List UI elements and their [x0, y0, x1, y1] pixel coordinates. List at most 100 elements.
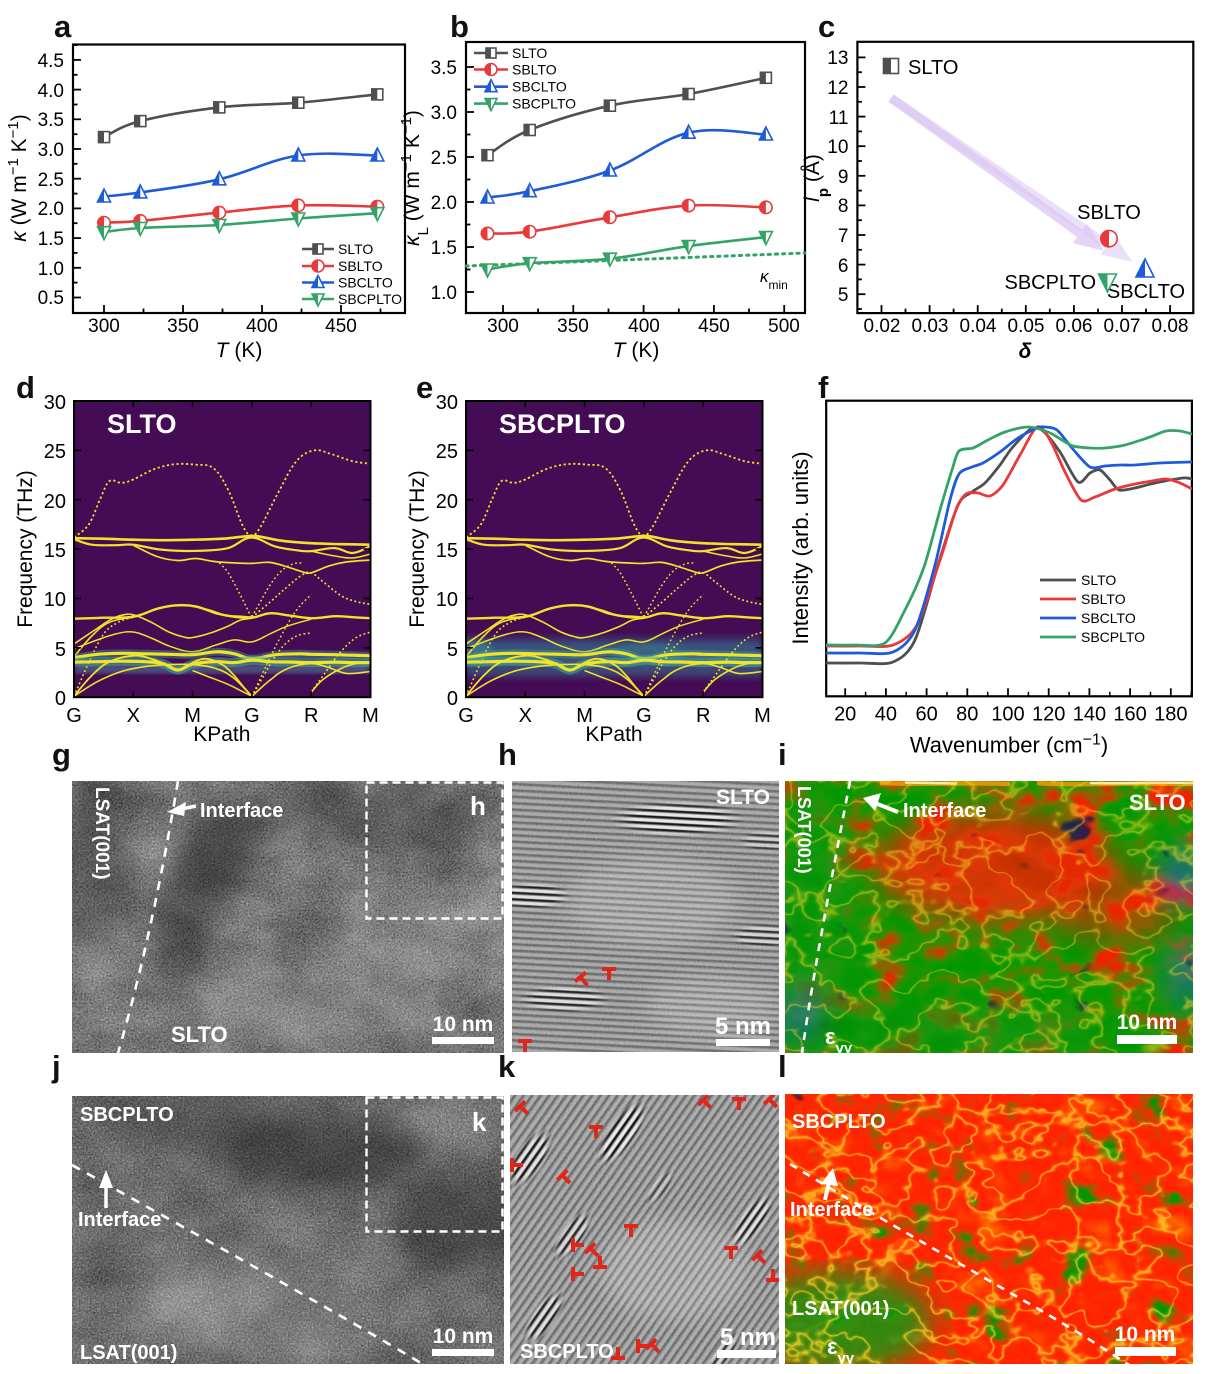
svg-text:30: 30 — [436, 392, 458, 414]
svg-text:T (K): T (K) — [216, 339, 263, 362]
svg-text:120: 120 — [1032, 703, 1065, 725]
svg-text:SBCPLTO: SBCPLTO — [512, 96, 576, 112]
svg-text:Frequency (THz): Frequency (THz) — [406, 470, 429, 628]
svg-text:X: X — [127, 705, 140, 727]
svg-text:SBLTO: SBLTO — [1081, 591, 1126, 607]
svg-text:3.5: 3.5 — [431, 58, 457, 79]
svg-text:X: X — [519, 705, 532, 727]
svg-text:6: 6 — [838, 256, 849, 277]
svg-text:400: 400 — [246, 316, 278, 337]
svg-text:3.5: 3.5 — [38, 110, 64, 131]
svg-text:SLTO: SLTO — [512, 45, 547, 61]
svg-text:1.0: 1.0 — [38, 259, 64, 280]
svg-text:SLTO: SLTO — [716, 786, 770, 809]
svg-text:25: 25 — [436, 441, 458, 463]
svg-text:13: 13 — [827, 48, 848, 69]
svg-text:Interface: Interface — [790, 1199, 873, 1221]
svg-text:0.02: 0.02 — [864, 316, 901, 337]
svg-text:1.0: 1.0 — [431, 283, 457, 304]
svg-text:SBCPLTO: SBCPLTO — [1004, 272, 1096, 294]
svg-text:SBCLTO: SBCLTO — [1107, 281, 1185, 303]
svg-text:LSAT(001): LSAT(001) — [794, 786, 814, 874]
svg-text:20: 20 — [436, 491, 458, 513]
svg-text:δ: δ — [1019, 340, 1032, 363]
svg-text:M: M — [362, 705, 379, 727]
svg-text:G: G — [636, 705, 652, 727]
svg-text:500: 500 — [768, 316, 800, 337]
svg-text:SBCPLTO: SBCPLTO — [499, 409, 626, 439]
svg-text:0.08: 0.08 — [1152, 316, 1189, 337]
svg-text:2.5: 2.5 — [38, 170, 64, 191]
svg-text:R: R — [304, 705, 318, 727]
svg-text:2.5: 2.5 — [431, 148, 457, 169]
svg-text:0.05: 0.05 — [1008, 316, 1045, 337]
svg-text:100: 100 — [991, 703, 1024, 725]
svg-text:SBCLTO: SBCLTO — [1081, 610, 1136, 626]
svg-text:10: 10 — [436, 589, 458, 611]
svg-text:11: 11 — [829, 108, 849, 129]
svg-text:7: 7 — [838, 226, 849, 247]
svg-text:12: 12 — [827, 78, 848, 99]
svg-text:SLTO: SLTO — [1081, 572, 1116, 588]
svg-text:KPath: KPath — [193, 723, 250, 746]
svg-text:8: 8 — [838, 196, 849, 217]
svg-text:KPath: KPath — [585, 723, 642, 746]
svg-text:R: R — [696, 705, 710, 727]
svg-text:SBCPLTO: SBCPLTO — [1081, 629, 1145, 645]
svg-text:SBCPLTO: SBCPLTO — [338, 291, 402, 307]
svg-text:Frequency (THz): Frequency (THz) — [14, 470, 37, 628]
svg-text:SLTO: SLTO — [338, 241, 373, 257]
svg-text:1.5: 1.5 — [38, 229, 64, 250]
svg-text:0.5: 0.5 — [38, 288, 64, 309]
svg-text:h: h — [470, 791, 486, 821]
svg-text:20: 20 — [44, 491, 66, 513]
svg-text:0.04: 0.04 — [960, 316, 997, 337]
svg-text:SLTO: SLTO — [1129, 790, 1186, 815]
svg-text:3.0: 3.0 — [431, 103, 457, 124]
svg-text:10 nm: 10 nm — [433, 1013, 494, 1036]
svg-text:10: 10 — [44, 589, 66, 611]
svg-text:κ (W m−1 K−1): κ (W m−1 K−1) — [5, 114, 32, 242]
svg-text:SBCPLTO: SBCPLTO — [792, 1111, 886, 1133]
svg-text:30: 30 — [44, 392, 66, 414]
svg-text:20: 20 — [834, 703, 856, 725]
svg-text:κmin: κmin — [760, 267, 788, 292]
svg-text:0: 0 — [447, 688, 458, 710]
svg-text:0: 0 — [55, 688, 66, 710]
svg-text:Interface: Interface — [78, 1209, 161, 1231]
svg-text:k: k — [472, 1107, 487, 1137]
svg-text:4.0: 4.0 — [38, 81, 64, 102]
svg-text:160: 160 — [1113, 703, 1146, 725]
svg-text:1.5: 1.5 — [431, 238, 457, 259]
svg-text:2.0: 2.0 — [38, 199, 64, 220]
svg-text:lp (Å): lp (Å) — [801, 154, 832, 202]
svg-text:25: 25 — [44, 441, 66, 463]
svg-text:M: M — [184, 705, 201, 727]
svg-text:15: 15 — [436, 540, 458, 562]
svg-text:SBCLTO: SBCLTO — [512, 79, 567, 95]
svg-text:M: M — [754, 705, 771, 727]
svg-text:5: 5 — [447, 639, 458, 661]
svg-text:SBLTO: SBLTO — [512, 62, 557, 78]
svg-text:3.0: 3.0 — [38, 140, 64, 161]
svg-text:G: G — [244, 705, 260, 727]
svg-text:SLTO: SLTO — [908, 57, 958, 79]
svg-text:M: M — [576, 705, 593, 727]
svg-text:450: 450 — [698, 316, 730, 337]
svg-text:60: 60 — [915, 703, 937, 725]
svg-text:SBCPLTO: SBCPLTO — [520, 1341, 614, 1363]
svg-text:9: 9 — [838, 167, 849, 188]
svg-text:140: 140 — [1073, 703, 1106, 725]
svg-text:300: 300 — [88, 316, 120, 337]
svg-text:0.06: 0.06 — [1056, 316, 1093, 337]
svg-text:G: G — [458, 705, 474, 727]
svg-text:0.07: 0.07 — [1104, 316, 1141, 337]
svg-text:180: 180 — [1154, 703, 1187, 725]
svg-text:5 nm: 5 nm — [720, 1324, 776, 1351]
svg-text:0.03: 0.03 — [912, 316, 949, 337]
svg-text:SBCPLTO: SBCPLTO — [80, 1104, 174, 1126]
svg-text:10 nm: 10 nm — [1115, 1323, 1176, 1346]
svg-text:40: 40 — [875, 703, 897, 725]
svg-text:10: 10 — [827, 137, 848, 158]
svg-text:SBLTO: SBLTO — [1077, 202, 1141, 224]
